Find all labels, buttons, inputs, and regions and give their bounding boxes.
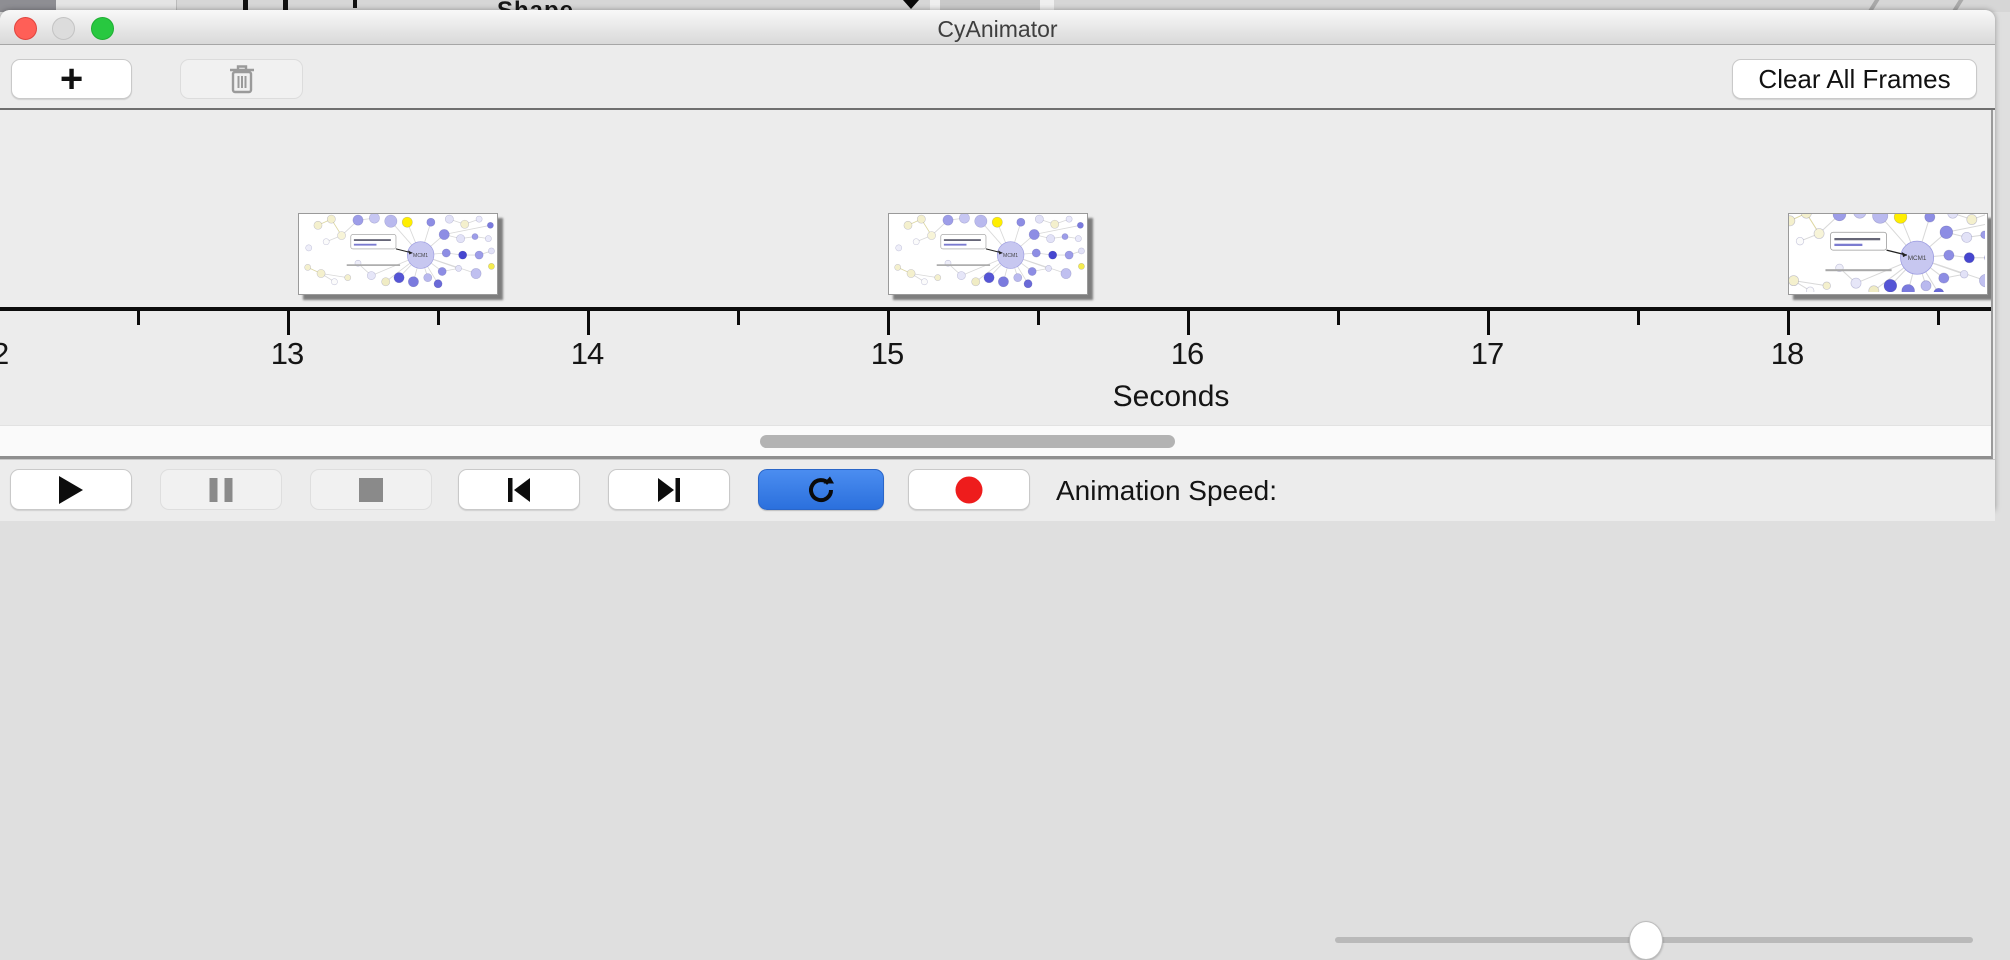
add-frame-button[interactable]: +: [11, 59, 132, 99]
toolbar: + Clear All Frames: [0, 45, 1995, 110]
background-glyph: [243, 0, 248, 10]
trash-icon: [229, 64, 255, 94]
tick-label: 13: [271, 336, 303, 372]
skip-to-end-icon: [656, 476, 682, 504]
background-scrollbar-fragment: [930, 0, 1054, 10]
clear-all-frames-button[interactable]: Clear All Frames: [1732, 59, 1977, 99]
skip-to-end-button[interactable]: [608, 469, 730, 510]
svg-text:MCM1: MCM1: [1908, 255, 1927, 262]
major-tick: [887, 311, 890, 335]
svg-text:MCM1: MCM1: [413, 253, 428, 259]
major-tick: [1487, 311, 1490, 335]
minor-tick: [1637, 311, 1640, 325]
background-glyph: [283, 0, 288, 10]
svg-text:MCM1: MCM1: [1003, 253, 1018, 259]
skip-to-start-button[interactable]: [458, 469, 580, 510]
scrollbar-thumb[interactable]: [760, 435, 1175, 448]
animation-speed-label: Animation Speed:: [1056, 460, 1277, 521]
loop-button[interactable]: [758, 469, 884, 510]
cyanimator-window: CyAnimator + Clear All Frames 12 13 14 15 16…: [0, 10, 1995, 510]
skip-to-start-icon: [506, 476, 532, 504]
major-tick: [587, 311, 590, 335]
pause-button[interactable]: [160, 469, 282, 510]
major-tick: [1187, 311, 1190, 335]
title-bar: CyAnimator: [0, 10, 1995, 45]
minor-tick: [737, 311, 740, 325]
minor-tick: [1037, 311, 1040, 325]
window-title: CyAnimator: [0, 16, 1995, 43]
minor-tick: [437, 311, 440, 325]
minor-tick: [137, 311, 140, 325]
play-button[interactable]: [10, 469, 132, 510]
background-glyph: [903, 0, 919, 9]
frame-thumbnail[interactable]: MCM1: [888, 213, 1088, 295]
tick-label: 12: [0, 336, 8, 372]
tick-label: 18: [1771, 336, 1803, 372]
minor-tick: [1937, 311, 1940, 325]
loop-icon: [806, 475, 836, 505]
pause-icon: [210, 478, 233, 502]
background-glyph: [353, 0, 357, 8]
tick-label: 16: [1171, 336, 1203, 372]
axis-unit-label: Seconds: [1113, 380, 1230, 414]
tick-label: 14: [571, 336, 603, 372]
stop-icon: [359, 478, 383, 502]
stop-button[interactable]: [310, 469, 432, 510]
record-icon: [956, 476, 983, 503]
timeline-axis: [0, 307, 1991, 311]
minor-tick: [1337, 311, 1340, 325]
delete-frame-button[interactable]: [180, 59, 303, 99]
animation-speed-slider-thumb[interactable]: [1629, 921, 1663, 960]
frame-thumbnail[interactable]: MCM1: [1788, 213, 1988, 295]
tick-label: 17: [1471, 336, 1503, 372]
timeline-scrollbar[interactable]: [0, 425, 1991, 456]
record-button[interactable]: [908, 469, 1030, 510]
tick-label: 15: [871, 336, 903, 372]
playback-controls: Animation Speed:: [0, 459, 1995, 521]
play-icon: [59, 476, 83, 504]
timeline-panel: 12 13 14 15 16 17 18 Seconds MCM1 MCM1 MCM1: [0, 110, 1993, 459]
major-tick: [1787, 311, 1790, 335]
major-tick: [287, 311, 290, 335]
frame-thumbnail[interactable]: MCM1: [298, 213, 498, 295]
